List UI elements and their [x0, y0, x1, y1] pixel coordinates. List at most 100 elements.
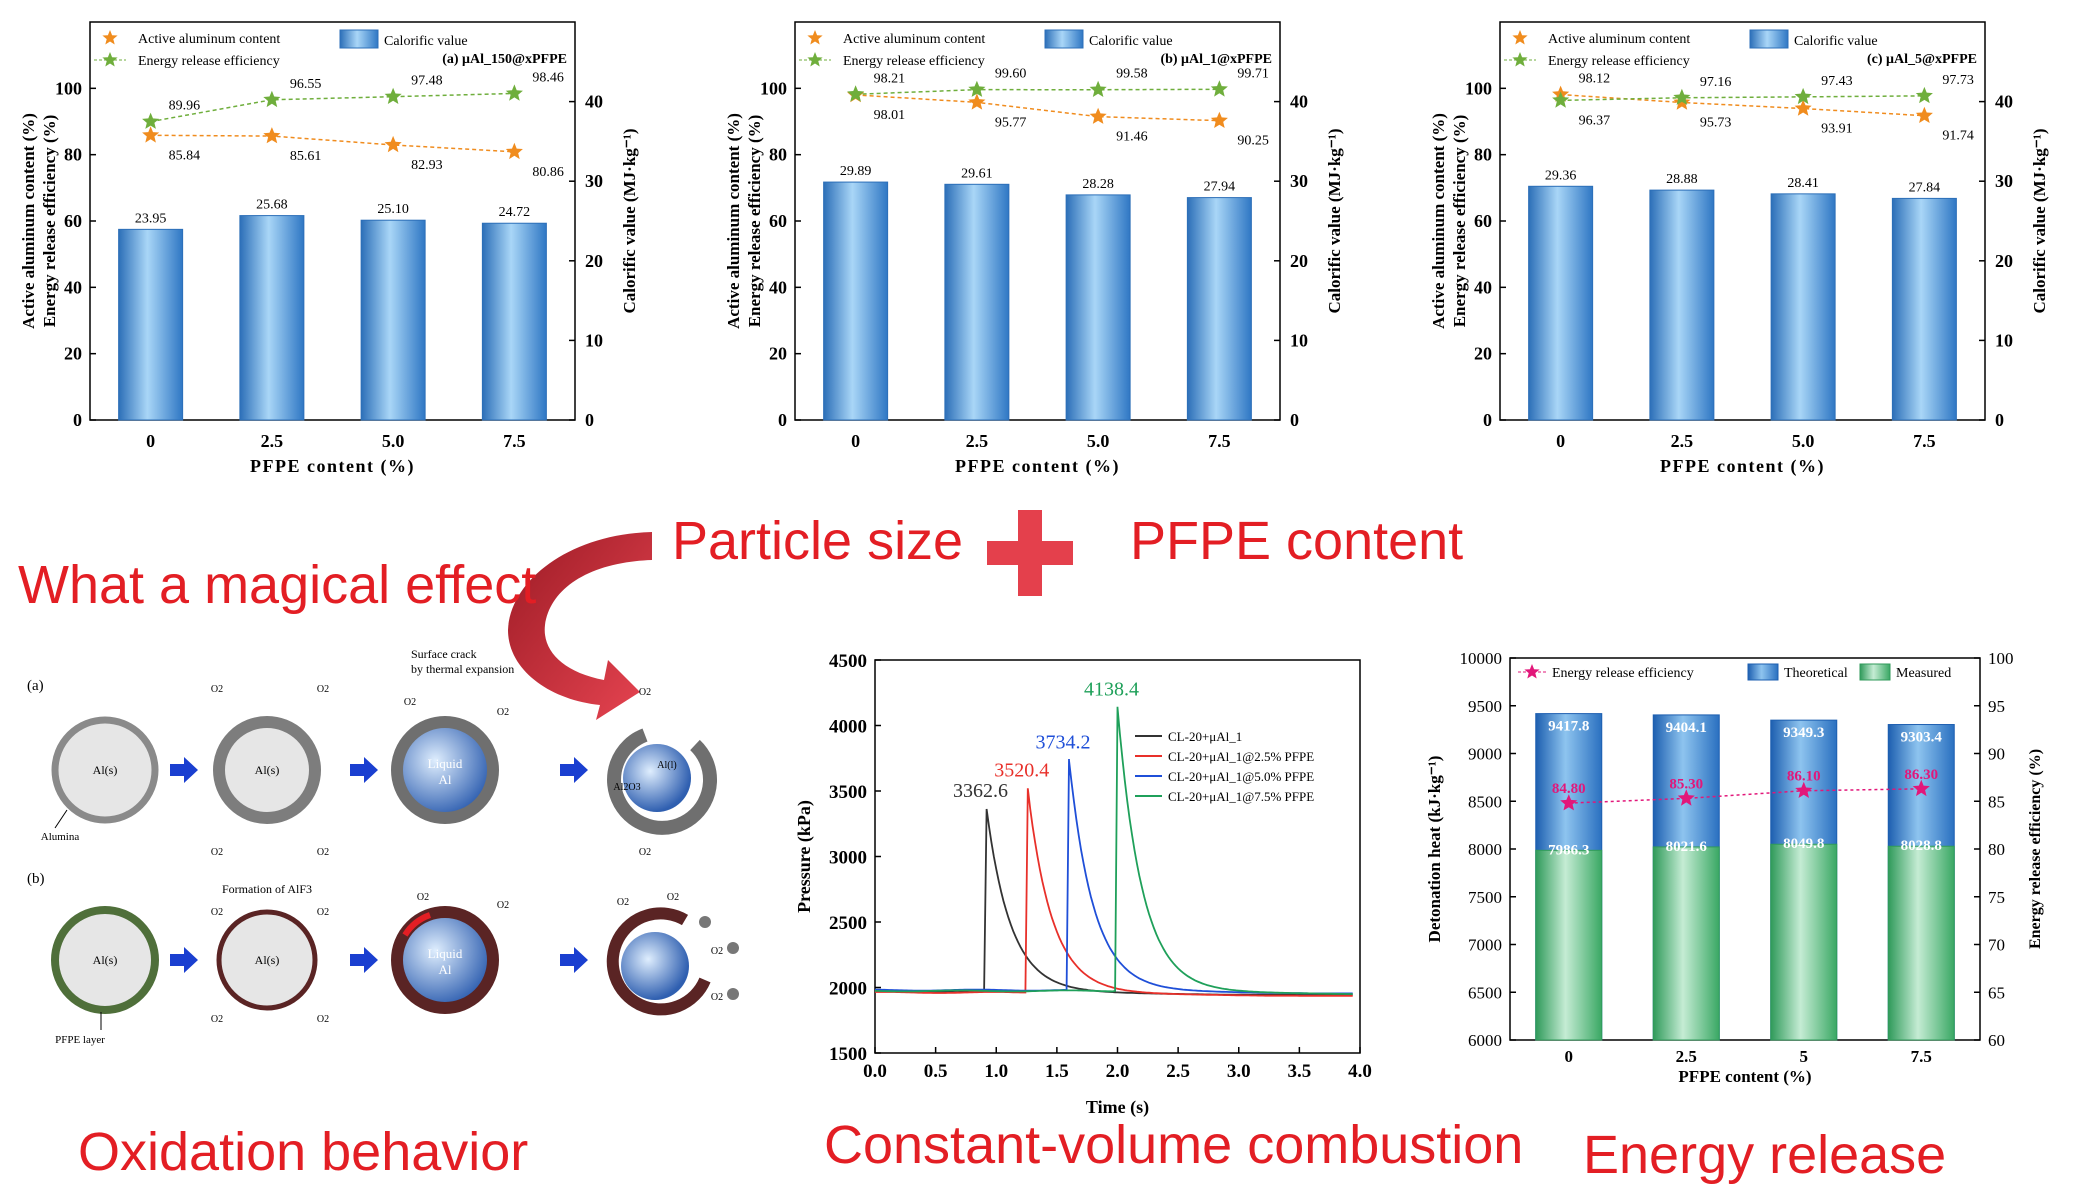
- y-tick-label: 100: [1465, 78, 1492, 98]
- magical-effect-label: What a magical effect: [18, 555, 537, 615]
- x-tick-label: 0: [851, 431, 860, 451]
- bar-value-label: 25.68: [256, 198, 288, 213]
- energy-efficiency-star: [1673, 88, 1691, 105]
- theoretical-value-label: 9349.3: [1783, 725, 1824, 741]
- schematic-label: O2: [667, 892, 679, 903]
- y2-tick-label: 20: [1995, 251, 2013, 271]
- x-axis-label: PFPE content (%): [250, 456, 415, 477]
- y-tick-label: 0: [778, 410, 787, 430]
- y2-tick-label: 20: [585, 251, 603, 271]
- y-tick-label: 6500: [1468, 983, 1502, 1002]
- x-tick-label: 1.5: [1045, 1061, 1069, 1082]
- peak-label: 3734.2: [1036, 731, 1091, 753]
- x-tick-label: 2.5: [261, 431, 284, 451]
- bar-value-label: 29.36: [1545, 168, 1577, 183]
- measured-value-label: 8049.8: [1783, 836, 1824, 852]
- energy-efficiency-label: 98.46: [532, 70, 564, 85]
- legend-label: Energy release efficiency: [138, 54, 280, 69]
- energy-efficiency-star: [505, 84, 523, 101]
- efficiency-label: 86.10: [1787, 769, 1821, 785]
- y-tick-label: 100: [760, 78, 787, 98]
- y2-tick-label: 0: [1290, 410, 1299, 430]
- y-tick-label: 80: [1474, 145, 1492, 165]
- schematic-label: O2: [417, 892, 429, 903]
- active-aluminum-star: [1089, 107, 1107, 124]
- burst-shell: [606, 907, 711, 1016]
- legend-label: Energy release efficiency: [843, 54, 985, 69]
- plus-icon: [987, 510, 1073, 596]
- x-tick-label: 3.5: [1288, 1061, 1312, 1082]
- schematic-label: O2: [317, 1014, 329, 1025]
- energy-efficiency-star: [1552, 91, 1570, 108]
- bar-value-label: 28.28: [1082, 177, 1114, 192]
- leader-line: [54, 809, 68, 829]
- y2-axis-label: Calorific value (MJ·kg⁻¹): [620, 129, 639, 314]
- alf3-particle: [216, 909, 318, 1011]
- energy-efficiency-star: [142, 112, 160, 129]
- schematic-label: Formation of AlF3: [222, 882, 312, 896]
- calorific-chart-a: 0 20 40 60 80 100 0 10 20 30 40 23.95 25.68 25.10 24.7…: [19, 21, 639, 477]
- schematic-label: by thermal expansion: [411, 662, 514, 676]
- legend-star-icon: [807, 52, 823, 67]
- x-tick-label: 7.5: [1913, 431, 1936, 451]
- panel-title: (b) μAl_1@xPFPE: [1160, 52, 1272, 67]
- x-tick-label: 0.5: [924, 1061, 948, 1082]
- y-tick-label: 100: [55, 78, 82, 98]
- x-axis-label: Time (s): [1086, 1097, 1149, 1118]
- y2-tick-label: 10: [1995, 330, 2013, 350]
- y-tick-label: 9500: [1468, 697, 1502, 716]
- y-tick-label: 0: [1483, 410, 1492, 430]
- y2-tick-label: 75: [1988, 888, 2005, 907]
- y-tick-label: 4500: [829, 651, 867, 672]
- y2-tick-label: 100: [1988, 649, 2014, 668]
- energy-efficiency-label: 99.58: [1116, 67, 1148, 82]
- active-aluminum-label: 98.12: [1579, 72, 1611, 87]
- legend-label: Energy release efficiency: [1552, 666, 1694, 681]
- process-arrow-icon: [560, 947, 588, 973]
- x-axis-label: PFPE content (%): [955, 456, 1120, 477]
- calorific-bar: [239, 215, 305, 421]
- droplet: [699, 916, 711, 928]
- bar-value-label: 28.88: [1666, 172, 1698, 187]
- alf3-layer: [402, 912, 432, 937]
- panel-label: (b): [27, 871, 45, 887]
- energy-efficiency-star: [847, 85, 865, 102]
- schematic-label: Surface crack: [411, 650, 477, 661]
- bar-value-label: 28.41: [1787, 176, 1819, 191]
- droplet: [727, 942, 739, 954]
- efficiency-star: [1677, 789, 1695, 806]
- schematic-label: O2: [617, 897, 629, 908]
- energy-efficiency-star: [968, 80, 986, 97]
- schematic-label: Al(s): [93, 953, 118, 967]
- measured-bar: [1770, 843, 1838, 1041]
- measured-value-label: 8028.8: [1901, 838, 1942, 854]
- schematic-label: Al2O3: [613, 782, 640, 793]
- y-tick-label: 20: [769, 344, 787, 364]
- legend-star-icon: [102, 52, 118, 67]
- cracked-shell: [607, 728, 718, 835]
- y-axis-label: Pressure (kPa): [794, 800, 815, 913]
- active-aluminum-label: 93.91: [1821, 122, 1853, 137]
- legend-label: Active aluminum content: [1548, 32, 1690, 47]
- molten-core: [623, 744, 691, 812]
- burst-core: [621, 932, 689, 1000]
- calorific-bar: [823, 181, 889, 421]
- y-tick-label: 3500: [829, 782, 867, 803]
- oxidation-behavior-label: Oxidation behavior: [78, 1122, 529, 1182]
- y2-tick-label: 40: [1290, 92, 1308, 112]
- schematic-label: O2: [211, 907, 223, 918]
- y-axis-label: Active aluminum content (%): [1429, 113, 1448, 329]
- schematic-label: O2: [639, 687, 651, 698]
- bar-value-label: 29.61: [961, 166, 993, 181]
- y-tick-label: 80: [64, 145, 82, 165]
- efficiency-label: 85.30: [1669, 776, 1703, 792]
- y2-tick-label: 40: [1995, 92, 2013, 112]
- legend-bar-icon: [1747, 663, 1779, 681]
- legend-label: Calorific value: [384, 34, 468, 49]
- x-tick-label: 5.0: [382, 431, 405, 451]
- schematic-label: O2: [211, 1014, 223, 1025]
- active-aluminum-label: 95.77: [995, 115, 1027, 130]
- x-tick-label: 7.5: [1911, 1047, 1932, 1066]
- active-aluminum-label: 85.84: [169, 148, 201, 163]
- droplet: [727, 988, 739, 1000]
